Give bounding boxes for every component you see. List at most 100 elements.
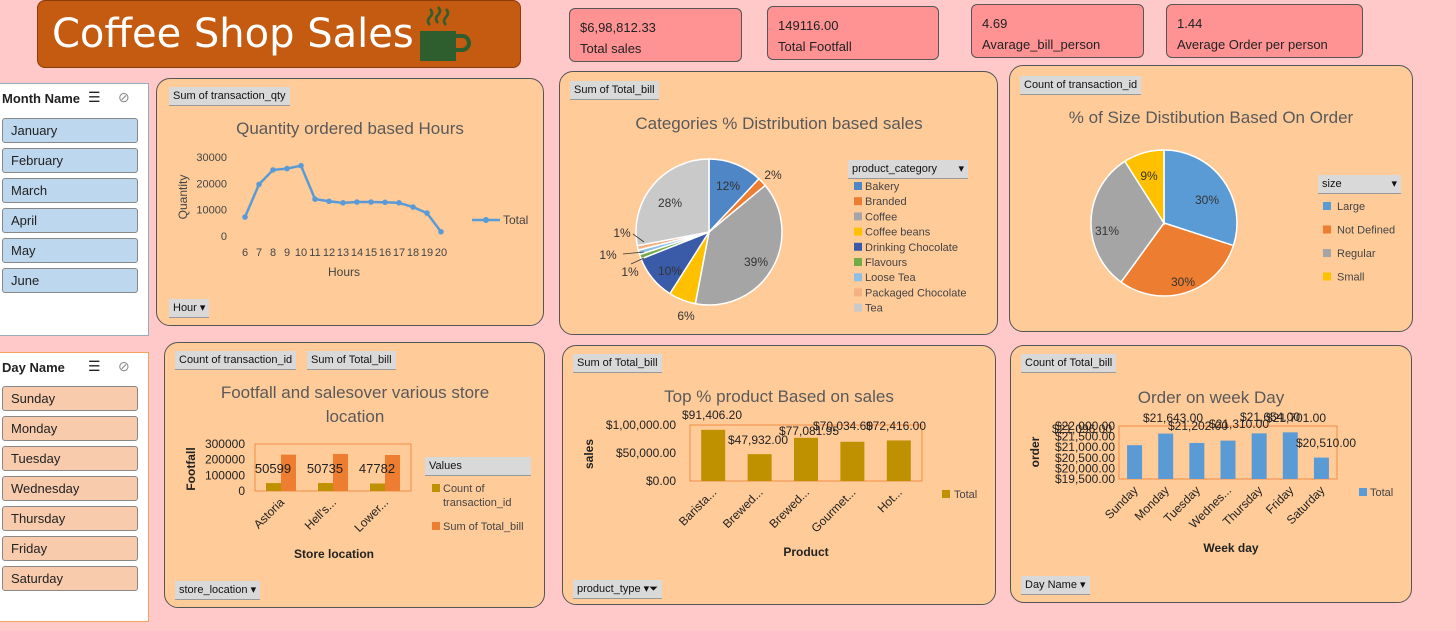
- multi-select-icon[interactable]: ☰: [88, 358, 101, 374]
- y-tick-label: $22,000.00: [1055, 419, 1115, 433]
- data-label: $21,096.00: [1052, 422, 1112, 436]
- y-tick-label: $19,500.00: [1055, 472, 1115, 486]
- slicer-item-april[interactable]: April: [2, 208, 138, 233]
- x-tick-label: 12: [323, 247, 335, 259]
- x-tick-label: 16: [379, 247, 391, 259]
- chart-title: Categories % Distribution based sales: [635, 114, 922, 133]
- legend-label: Not Defined: [1337, 225, 1395, 237]
- hour-filter-label: Hour: [173, 302, 197, 314]
- slicer-item-may[interactable]: May: [2, 238, 138, 263]
- month-slicer[interactable]: Month Name ☰ ⊘ January February March Ap…: [0, 83, 149, 336]
- slicer-item-thursday[interactable]: Thursday: [2, 506, 138, 531]
- clear-filter-icon[interactable]: ⊘: [118, 89, 130, 105]
- data-label: $91,406.20: [682, 408, 742, 422]
- data-label: 50735: [307, 461, 343, 476]
- kpi-value: 4.69: [982, 16, 1008, 31]
- field-button[interactable]: Sum of Total_bill: [570, 81, 659, 100]
- product-filter-label: product_type: [577, 583, 641, 595]
- y-axis-label: order: [1028, 436, 1042, 467]
- legend-label: Tea: [865, 303, 884, 315]
- slicer-item-march[interactable]: March: [2, 178, 138, 203]
- kpi-value: 1.44: [1177, 16, 1203, 31]
- bar: [1220, 440, 1236, 479]
- chart-title-line1: Footfall and salesover various store: [221, 383, 489, 402]
- field-button[interactable]: Sum of transaction_qty: [169, 87, 290, 106]
- field-button[interactable]: Count of transaction_id: [175, 351, 297, 370]
- store-chart-panel: Count of transaction_id Sum of Total_bil…: [164, 342, 545, 608]
- slicer-item-january[interactable]: January: [2, 118, 138, 143]
- x-tick-label: 14: [351, 247, 363, 259]
- slicer-item-tuesday[interactable]: Tuesday: [2, 446, 138, 471]
- legend-swatch: [854, 197, 862, 206]
- field-button[interactable]: Count of Total_bill: [1021, 354, 1117, 373]
- category-data-label: 28%: [658, 196, 682, 210]
- dropdown-icon: ▾: [1080, 579, 1086, 591]
- x-tick-label: Astoria: [251, 495, 288, 532]
- day-filter-button[interactable]: Day Name ▾: [1021, 576, 1090, 595]
- product-filter-button[interactable]: product_type ▾⏷: [573, 580, 662, 599]
- slicer-item-friday[interactable]: Friday: [2, 536, 138, 561]
- x-tick-label: 17: [393, 247, 405, 259]
- bar-1: [281, 454, 296, 491]
- size-data-label: 9%: [1140, 169, 1158, 183]
- x-axis-label: Hours: [328, 265, 360, 279]
- month-slicer-title: Month Name: [2, 91, 80, 106]
- slicer-item-monday[interactable]: Monday: [2, 416, 138, 441]
- legend-swatch: [854, 242, 862, 251]
- slicer-item-wednesday[interactable]: Wednesday: [2, 476, 138, 501]
- data-label: 50599: [255, 461, 291, 476]
- slicer-item-june[interactable]: June: [2, 268, 138, 293]
- legend-label: Total: [1370, 487, 1393, 499]
- category-slice: [635, 158, 710, 247]
- y-tick-label: $1,00,000.00: [606, 418, 676, 432]
- category-legend-filter[interactable]: product_category ▾: [848, 160, 968, 179]
- filter-icon: ▾⏷: [643, 583, 658, 595]
- bar: [1313, 457, 1329, 479]
- slicer-item-sunday[interactable]: Sunday: [2, 386, 138, 411]
- y-axis-label: sales: [582, 439, 596, 469]
- x-tick-label: 6: [242, 247, 248, 259]
- store-filter-button[interactable]: store_location ▾: [175, 581, 261, 600]
- series-line-total: [243, 164, 443, 233]
- legend-label: Coffee: [865, 211, 897, 223]
- bar-0: [266, 483, 281, 491]
- chart-title: Quantity ordered based Hours: [236, 119, 464, 138]
- multi-select-icon[interactable]: ☰: [88, 89, 101, 105]
- bar: [1251, 433, 1267, 479]
- data-point: [438, 228, 444, 235]
- slicer-item-saturday[interactable]: Saturday: [2, 566, 138, 591]
- y-tick-label: 10000: [196, 205, 227, 217]
- day-slicer[interactable]: Day Name ☰ ⊘ Sunday Monday Tuesday Wedne…: [0, 352, 149, 622]
- size-chart-panel: Count of transaction_id % of Size Distib…: [1009, 65, 1413, 332]
- field-button[interactable]: Sum of Total_bill: [307, 351, 396, 370]
- slicer-item-february[interactable]: February: [2, 148, 138, 173]
- size-slice: [1163, 149, 1238, 247]
- size-pie-chart: % of Size Distibution Based On Order 30% 3…: [1069, 108, 1395, 297]
- legend-swatch: [1359, 488, 1367, 496]
- field-button[interactable]: Count of transaction_id: [1020, 76, 1142, 95]
- clear-filter-icon[interactable]: ⊘: [118, 358, 130, 374]
- data-label: $72,416.00: [866, 419, 926, 433]
- legend-swatch: [854, 212, 862, 221]
- size-legend-filter[interactable]: size ▾: [1318, 175, 1401, 194]
- bar: [747, 454, 772, 481]
- x-tick-label: Hell's...: [302, 495, 339, 532]
- day-filter-label: Day Name: [1025, 579, 1077, 591]
- x-tick-label: 13: [337, 247, 349, 259]
- y-axis-label: Quantity: [176, 175, 190, 220]
- legend-label: Coffee beans: [865, 227, 931, 239]
- bar-0: [318, 483, 333, 491]
- hour-filter-button[interactable]: Hour ▾: [169, 299, 210, 318]
- y-tick-label: 100000: [205, 468, 245, 482]
- category-data-label: 10%: [658, 264, 682, 278]
- x-tick-label: 11: [309, 247, 320, 259]
- x-tick-label: 10: [295, 247, 307, 259]
- data-label: $21,701.00: [1266, 411, 1326, 425]
- legend-label: Packaged Chocolate: [865, 287, 967, 299]
- category-data-label: 2%: [764, 168, 782, 182]
- data-point: [284, 165, 290, 172]
- store-filter-label: store_location: [179, 584, 248, 596]
- legend-swatch: [854, 227, 862, 236]
- field-button[interactable]: Sum of Total_bill: [573, 354, 662, 373]
- category-data-label: 1%: [621, 265, 639, 279]
